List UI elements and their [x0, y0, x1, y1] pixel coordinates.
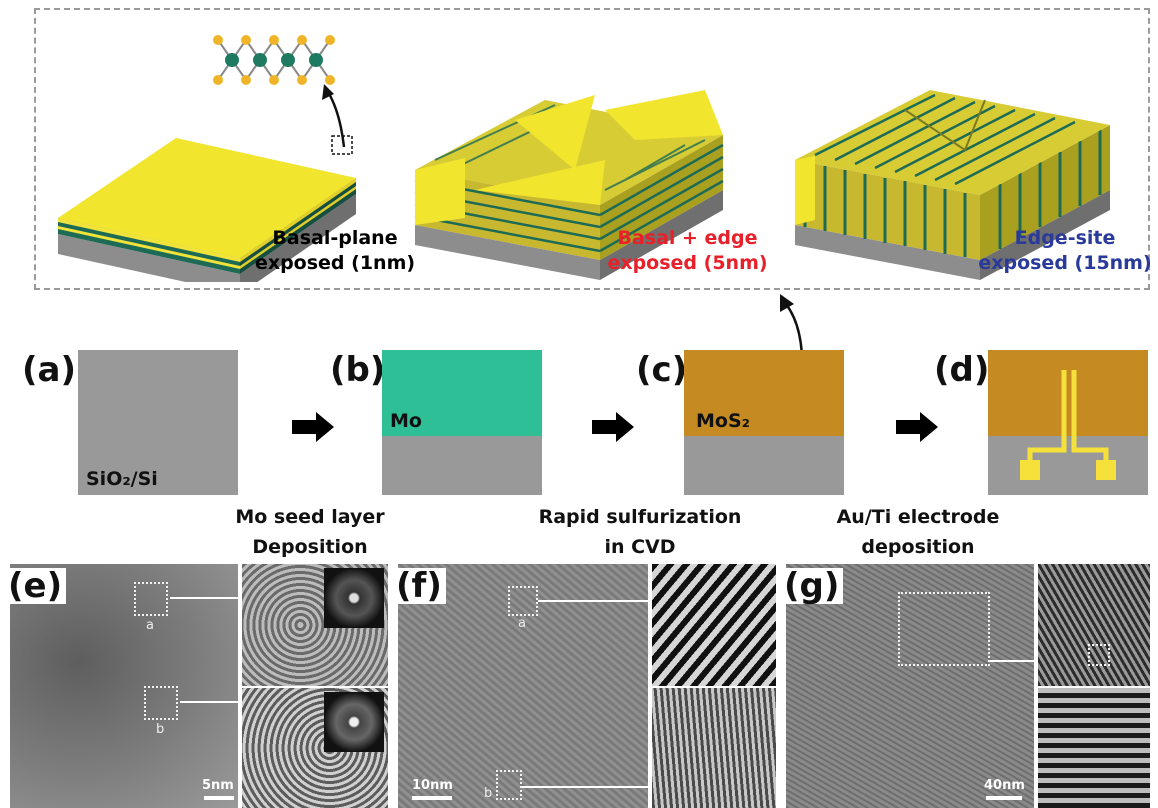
- scale-bar: [204, 796, 234, 800]
- hrtem-inset-g-b: [1038, 688, 1150, 808]
- label-line2: exposed (15nm): [978, 252, 1152, 274]
- fft-inset: [324, 568, 384, 628]
- region-box: [898, 592, 990, 666]
- caption-line2: deposition: [861, 536, 975, 558]
- region-b-tag: b: [156, 722, 165, 737]
- caption-line1: Au/Ti electrode: [836, 506, 1000, 528]
- scheme-b-mo-layer: Mo: [382, 350, 542, 495]
- caption-line1: Mo seed layer: [235, 506, 385, 528]
- scale-bar-label: 10nm: [412, 778, 453, 793]
- layer-label-mo: Mo: [390, 410, 422, 432]
- scheme-a-substrate: SiO₂/Si: [78, 350, 238, 495]
- region-a-tag: a: [146, 618, 154, 633]
- edge-site-film-3d: [795, 90, 1110, 280]
- mos2-molecule-inset: [213, 35, 335, 85]
- region-b-box: [144, 686, 178, 720]
- region-a-tag: a: [518, 616, 526, 631]
- panel-letter-a: (a): [22, 350, 77, 390]
- region-b-box: [496, 770, 522, 800]
- scale-bar: [986, 796, 1022, 800]
- panel-letter-c: (c): [636, 350, 688, 390]
- panel-letter-e: (e): [4, 568, 67, 604]
- right-arrow-icon: [292, 412, 334, 442]
- layer-label-sio2: SiO₂/Si: [86, 468, 158, 490]
- hrtem-inset-g-a: [1038, 564, 1150, 686]
- hrtem-inset-f-b: [652, 688, 776, 808]
- region-b-tag: b: [484, 786, 493, 801]
- panel-letter-d: (d): [934, 350, 990, 390]
- caption-line2: in CVD: [604, 536, 676, 558]
- scale-bar-label: 40nm: [984, 778, 1025, 793]
- tem-image-f: a b 10nm: [398, 564, 648, 808]
- structure-panel: [34, 8, 1150, 290]
- step-caption-3: Au/Ti electrode deposition: [818, 502, 1018, 562]
- step-caption-1: Mo seed layer Deposition: [210, 502, 410, 562]
- scale-bar: [412, 796, 452, 800]
- fft-inset: [324, 692, 384, 752]
- region-a-box: [508, 586, 538, 616]
- label-line1: Edge-site: [1014, 227, 1116, 249]
- region-box: [1088, 644, 1110, 666]
- hrtem-inset-e-b: [242, 688, 388, 808]
- caption-line1: Rapid sulfurization: [538, 506, 742, 528]
- layer-label-mos2: MoS₂: [696, 410, 750, 432]
- panel-letter-g: (g): [780, 568, 844, 604]
- panel-letter-b: (b): [330, 350, 386, 390]
- label-line2: exposed (1nm): [254, 252, 416, 274]
- scale-bar-label: 5nm: [202, 778, 234, 793]
- basal-edge-film-3d: [414, 90, 724, 280]
- caption-line2: Deposition: [252, 536, 368, 558]
- tem-image-e: a b 5nm: [10, 564, 238, 808]
- step-caption-2: Rapid sulfurization in CVD: [520, 502, 760, 562]
- right-arrow-icon: [896, 412, 938, 442]
- panel-letter-f: (f): [392, 568, 446, 604]
- scheme-d-device: [988, 350, 1148, 495]
- tem-image-g: 40nm: [786, 564, 1034, 808]
- hrtem-inset-e-a: [242, 564, 388, 686]
- hrtem-inset-f-a: [652, 564, 776, 686]
- label-line1: Basal + edge: [617, 227, 758, 249]
- label-line1: Basal-plane: [272, 227, 398, 249]
- edge-site-label: Edge-site exposed (15nm): [975, 226, 1155, 276]
- basal-plane-label: Basal-plane exposed (1nm): [250, 226, 420, 276]
- electrode-pattern: [1020, 370, 1116, 480]
- label-line2: exposed (5nm): [607, 252, 768, 274]
- scheme-c-mos2-layer: MoS₂: [684, 350, 844, 495]
- region-a-box: [134, 582, 168, 616]
- right-arrow-icon: [592, 412, 634, 442]
- basal-plane-film-3d: [58, 35, 356, 282]
- basal-edge-label: Basal + edge exposed (5nm): [600, 226, 775, 276]
